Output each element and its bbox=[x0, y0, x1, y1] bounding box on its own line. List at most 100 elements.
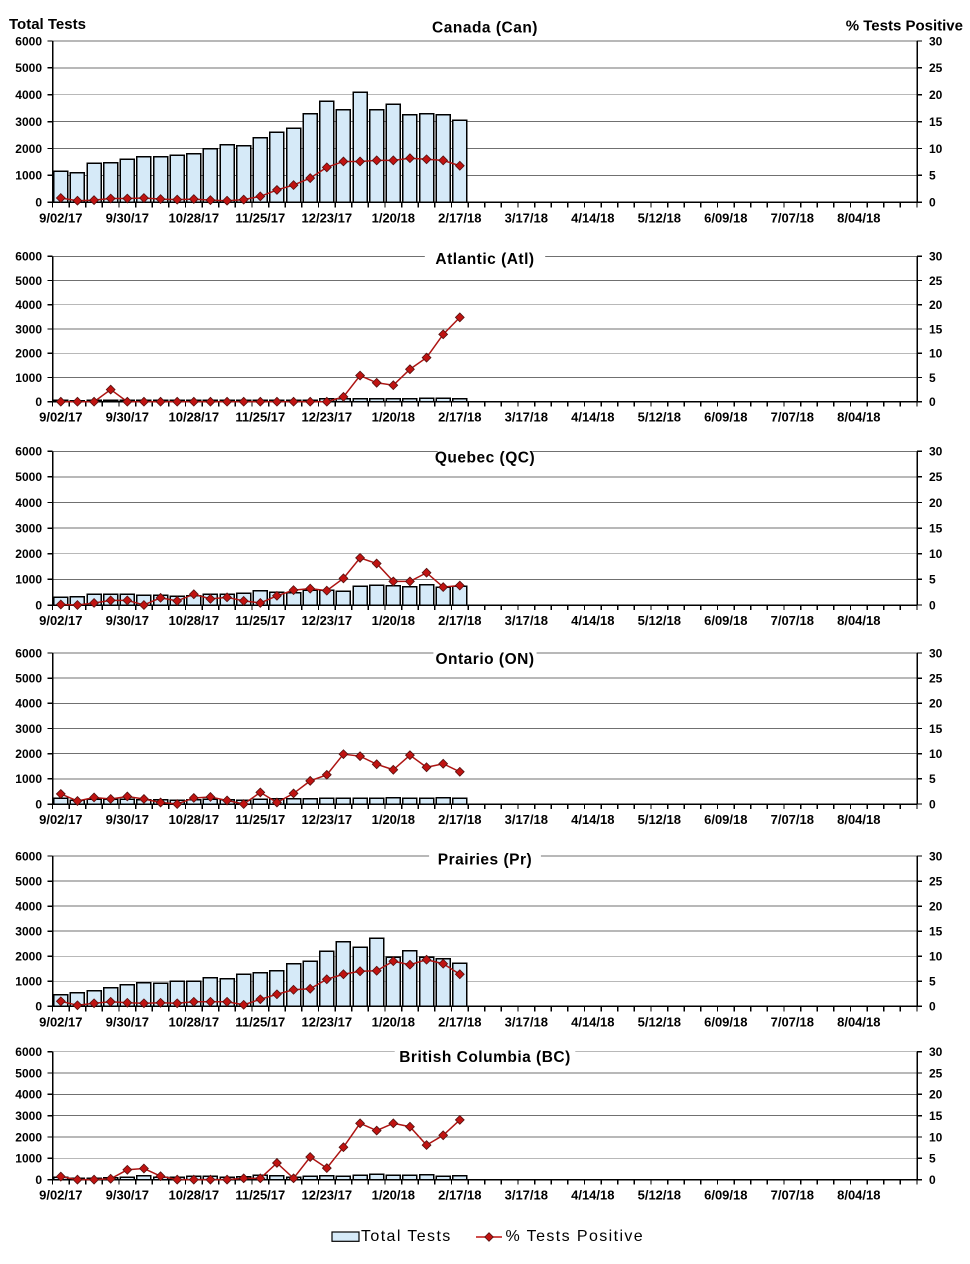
svg-text:1/20/18: 1/20/18 bbox=[372, 1188, 415, 1203]
svg-text:0: 0 bbox=[35, 196, 42, 210]
svg-text:3/17/18: 3/17/18 bbox=[505, 410, 548, 425]
svg-text:25: 25 bbox=[929, 470, 943, 484]
svg-text:12/23/17: 12/23/17 bbox=[302, 613, 353, 628]
svg-text:1/20/18: 1/20/18 bbox=[372, 410, 415, 425]
svg-text:30: 30 bbox=[929, 445, 943, 459]
svg-text:25: 25 bbox=[929, 874, 943, 888]
svg-text:15: 15 bbox=[929, 722, 943, 736]
svg-text:2000: 2000 bbox=[15, 950, 42, 964]
svg-text:12/23/17: 12/23/17 bbox=[302, 812, 353, 827]
svg-text:10/28/17: 10/28/17 bbox=[169, 812, 220, 827]
svg-text:30: 30 bbox=[929, 849, 943, 863]
svg-text:9/30/17: 9/30/17 bbox=[106, 210, 149, 225]
svg-text:9/02/17: 9/02/17 bbox=[39, 210, 82, 225]
svg-text:5000: 5000 bbox=[15, 671, 42, 685]
svg-text:10: 10 bbox=[929, 142, 943, 156]
svg-text:Prairies (Pr): Prairies (Pr) bbox=[438, 852, 532, 869]
svg-text:5000: 5000 bbox=[15, 1066, 42, 1080]
svg-text:8/04/18: 8/04/18 bbox=[837, 613, 880, 628]
svg-text:30: 30 bbox=[929, 250, 943, 264]
svg-text:10/28/17: 10/28/17 bbox=[169, 613, 220, 628]
svg-text:7/07/18: 7/07/18 bbox=[771, 812, 814, 827]
svg-text:0: 0 bbox=[929, 395, 936, 409]
svg-text:8/04/18: 8/04/18 bbox=[837, 812, 880, 827]
svg-text:10: 10 bbox=[929, 1130, 943, 1144]
svg-text:3/17/18: 3/17/18 bbox=[505, 613, 548, 628]
svg-text:6/09/18: 6/09/18 bbox=[704, 410, 747, 425]
svg-text:6000: 6000 bbox=[15, 445, 42, 459]
svg-text:9/30/17: 9/30/17 bbox=[106, 1014, 149, 1029]
svg-text:3/17/18: 3/17/18 bbox=[505, 1188, 548, 1203]
svg-text:3000: 3000 bbox=[15, 1109, 42, 1123]
svg-text:5/12/18: 5/12/18 bbox=[638, 210, 681, 225]
svg-text:30: 30 bbox=[929, 646, 943, 660]
svg-text:5/12/18: 5/12/18 bbox=[638, 1188, 681, 1203]
svg-text:6000: 6000 bbox=[15, 849, 42, 863]
svg-text:1000: 1000 bbox=[15, 169, 42, 183]
svg-text:2000: 2000 bbox=[15, 747, 42, 761]
svg-text:2000: 2000 bbox=[15, 142, 42, 156]
svg-text:11/25/17: 11/25/17 bbox=[235, 210, 285, 225]
svg-text:6/09/18: 6/09/18 bbox=[704, 613, 747, 628]
svg-text:1/20/18: 1/20/18 bbox=[372, 613, 415, 628]
svg-text:3/17/18: 3/17/18 bbox=[505, 812, 548, 827]
svg-text:3/17/18: 3/17/18 bbox=[505, 210, 548, 225]
svg-text:Total Tests: Total Tests bbox=[361, 1228, 452, 1245]
svg-text:1/20/18: 1/20/18 bbox=[372, 1014, 415, 1029]
svg-text:1000: 1000 bbox=[15, 1152, 42, 1166]
svg-text:8/04/18: 8/04/18 bbox=[837, 1014, 880, 1029]
svg-text:4/14/18: 4/14/18 bbox=[571, 1014, 614, 1029]
svg-text:5: 5 bbox=[929, 1152, 936, 1166]
svg-text:9/30/17: 9/30/17 bbox=[106, 1188, 149, 1203]
svg-text:2/17/18: 2/17/18 bbox=[438, 210, 481, 225]
svg-text:20: 20 bbox=[929, 899, 943, 913]
svg-text:11/25/17: 11/25/17 bbox=[235, 613, 285, 628]
svg-text:British Columbia (BC): British Columbia (BC) bbox=[399, 1049, 571, 1066]
svg-text:2/17/18: 2/17/18 bbox=[438, 1188, 481, 1203]
svg-text:7/07/18: 7/07/18 bbox=[771, 1014, 814, 1029]
svg-text:20: 20 bbox=[929, 1088, 943, 1102]
svg-text:12/23/17: 12/23/17 bbox=[302, 1014, 353, 1029]
svg-text:4000: 4000 bbox=[15, 88, 42, 102]
svg-text:6/09/18: 6/09/18 bbox=[704, 210, 747, 225]
svg-text:6/09/18: 6/09/18 bbox=[704, 812, 747, 827]
svg-text:2/17/18: 2/17/18 bbox=[438, 410, 481, 425]
svg-text:20: 20 bbox=[929, 496, 943, 510]
svg-text:12/23/17: 12/23/17 bbox=[302, 210, 353, 225]
svg-text:1000: 1000 bbox=[15, 975, 42, 989]
svg-text:10/28/17: 10/28/17 bbox=[169, 210, 220, 225]
svg-text:25: 25 bbox=[929, 274, 943, 288]
svg-text:8/04/18: 8/04/18 bbox=[837, 410, 880, 425]
svg-text:5: 5 bbox=[929, 169, 936, 183]
svg-text:20: 20 bbox=[929, 298, 943, 312]
svg-text:5/12/18: 5/12/18 bbox=[638, 410, 681, 425]
svg-text:15: 15 bbox=[929, 115, 943, 129]
svg-text:1000: 1000 bbox=[15, 573, 42, 587]
svg-text:1/20/18: 1/20/18 bbox=[372, 812, 415, 827]
svg-text:0: 0 bbox=[929, 598, 936, 612]
svg-text:4/14/18: 4/14/18 bbox=[571, 613, 614, 628]
svg-text:10: 10 bbox=[929, 950, 943, 964]
svg-text:5: 5 bbox=[929, 772, 936, 786]
svg-text:9/02/17: 9/02/17 bbox=[39, 812, 82, 827]
svg-text:15: 15 bbox=[929, 322, 943, 336]
svg-text:9/02/17: 9/02/17 bbox=[39, 1188, 82, 1203]
svg-text:9/02/17: 9/02/17 bbox=[39, 613, 82, 628]
svg-text:12/23/17: 12/23/17 bbox=[302, 410, 353, 425]
svg-text:5000: 5000 bbox=[15, 274, 42, 288]
svg-text:5000: 5000 bbox=[15, 470, 42, 484]
svg-text:6/09/18: 6/09/18 bbox=[704, 1188, 747, 1203]
svg-text:10: 10 bbox=[929, 747, 943, 761]
svg-text:11/25/17: 11/25/17 bbox=[235, 410, 285, 425]
svg-text:% Tests Positive: % Tests Positive bbox=[506, 1228, 645, 1245]
svg-text:4/14/18: 4/14/18 bbox=[571, 812, 614, 827]
svg-text:4/14/18: 4/14/18 bbox=[571, 410, 614, 425]
svg-text:Total Tests: Total Tests bbox=[9, 16, 86, 33]
svg-text:0: 0 bbox=[35, 797, 42, 811]
svg-text:6000: 6000 bbox=[15, 1045, 42, 1059]
svg-text:5/12/18: 5/12/18 bbox=[638, 1014, 681, 1029]
svg-text:10/28/17: 10/28/17 bbox=[169, 410, 220, 425]
svg-text:2/17/18: 2/17/18 bbox=[438, 613, 481, 628]
svg-text:6/09/18: 6/09/18 bbox=[704, 1014, 747, 1029]
svg-text:9/02/17: 9/02/17 bbox=[39, 1014, 82, 1029]
